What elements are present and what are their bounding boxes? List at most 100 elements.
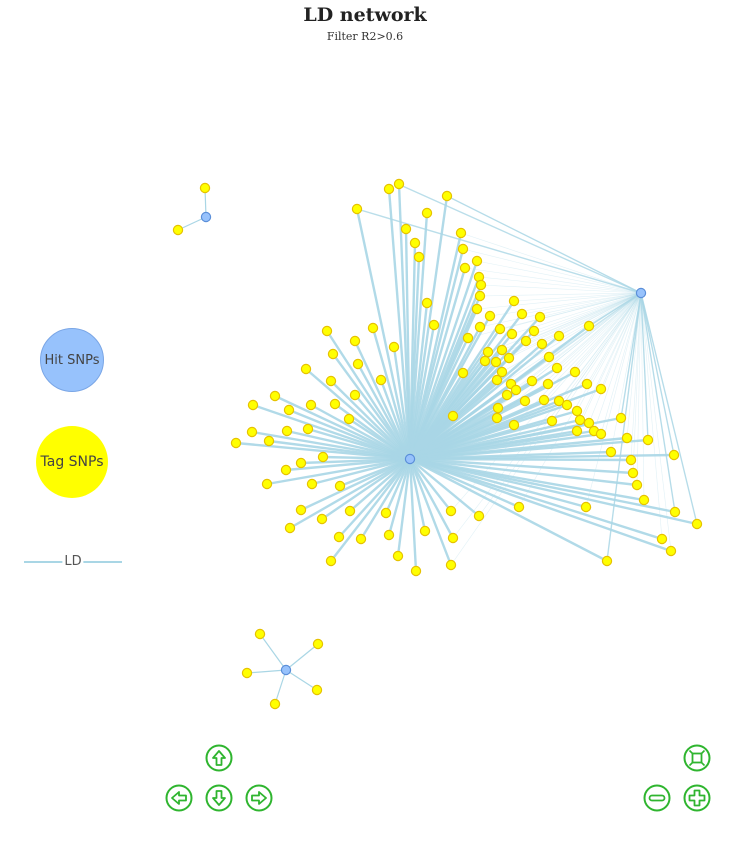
zoom-extends-button[interactable] bbox=[683, 744, 711, 772]
ld-edge[interactable] bbox=[626, 292, 642, 439]
ld-edge[interactable] bbox=[408, 324, 436, 460]
ld-edge[interactable] bbox=[521, 292, 642, 315]
ld-edge[interactable] bbox=[600, 292, 642, 390]
tag-snp-node[interactable] bbox=[543, 351, 555, 363]
ld-edge[interactable] bbox=[495, 292, 642, 363]
ld-edge[interactable] bbox=[551, 292, 642, 422]
ld-edge[interactable] bbox=[409, 458, 452, 512]
ld-edge[interactable] bbox=[305, 368, 411, 460]
ld-edge[interactable] bbox=[408, 458, 418, 572]
tag-snp-node[interactable] bbox=[553, 395, 565, 407]
tag-snp-node[interactable] bbox=[421, 207, 433, 219]
tag-snp-node[interactable] bbox=[263, 435, 275, 447]
tag-snp-node[interactable] bbox=[383, 529, 395, 541]
tag-snp-node[interactable] bbox=[474, 290, 486, 302]
tag-snp-node[interactable] bbox=[284, 522, 296, 534]
ld-edge[interactable] bbox=[489, 292, 642, 317]
ld-edge[interactable] bbox=[409, 416, 498, 461]
ld-edge[interactable] bbox=[409, 457, 698, 526]
tag-snp-node[interactable] bbox=[665, 545, 677, 557]
ld-edge[interactable] bbox=[359, 458, 412, 540]
tag-snp-node[interactable] bbox=[329, 398, 341, 410]
tag-snp-node[interactable] bbox=[496, 366, 508, 378]
tag-snp-node[interactable] bbox=[343, 413, 355, 425]
tag-snp-node[interactable] bbox=[496, 344, 508, 356]
tag-snp-node[interactable] bbox=[561, 399, 573, 411]
tag-snp-node[interactable] bbox=[595, 428, 607, 440]
tag-snp-node[interactable] bbox=[482, 346, 494, 358]
ld-edge[interactable] bbox=[518, 292, 642, 508]
ld-edge[interactable] bbox=[285, 643, 319, 671]
tag-snp-node[interactable] bbox=[333, 531, 345, 543]
ld-edge[interactable] bbox=[508, 292, 642, 359]
ld-edge[interactable] bbox=[640, 292, 676, 513]
ld-edge[interactable] bbox=[640, 292, 698, 525]
tag-snp-node[interactable] bbox=[280, 464, 292, 476]
ld-edge[interactable] bbox=[476, 292, 642, 310]
ld-edge[interactable] bbox=[409, 406, 499, 461]
tag-snp-node[interactable] bbox=[526, 375, 538, 387]
tag-snp-node[interactable] bbox=[447, 410, 459, 422]
ld-edge[interactable] bbox=[409, 360, 486, 460]
tag-snp-node[interactable] bbox=[246, 426, 258, 438]
ld-edge[interactable] bbox=[464, 267, 642, 294]
ld-edge[interactable] bbox=[338, 458, 411, 538]
tag-snp-node[interactable] bbox=[349, 389, 361, 401]
ld-edge[interactable] bbox=[356, 208, 642, 294]
tag-snp-node[interactable] bbox=[380, 507, 392, 519]
tag-snp-node[interactable] bbox=[325, 375, 337, 387]
tag-snp-node[interactable] bbox=[261, 478, 273, 490]
ld-edge[interactable] bbox=[588, 292, 642, 424]
ld-edge[interactable] bbox=[640, 292, 663, 540]
tag-snp-node[interactable] bbox=[367, 322, 379, 334]
ld-edge[interactable] bbox=[266, 457, 411, 486]
tag-snp-node[interactable] bbox=[375, 374, 387, 386]
tag-snp-node[interactable] bbox=[638, 494, 650, 506]
nav-down-button[interactable] bbox=[205, 784, 233, 812]
tag-snp-node[interactable] bbox=[344, 505, 356, 517]
tag-snp-node[interactable] bbox=[352, 358, 364, 370]
ld-edge[interactable] bbox=[558, 292, 642, 402]
hit-snp-node[interactable] bbox=[635, 287, 647, 299]
ld-edge[interactable] bbox=[408, 256, 421, 460]
nav-left-button[interactable] bbox=[165, 784, 193, 812]
ld-edge[interactable] bbox=[285, 669, 318, 691]
ld-edge[interactable] bbox=[409, 457, 520, 509]
ld-edge[interactable] bbox=[408, 458, 427, 532]
ld-edge[interactable] bbox=[274, 394, 411, 461]
ld-edge[interactable] bbox=[480, 284, 642, 294]
tag-snp-node[interactable] bbox=[615, 412, 627, 424]
ld-edge[interactable] bbox=[392, 346, 412, 460]
tag-snp-node[interactable] bbox=[457, 367, 469, 379]
tag-snp-node[interactable] bbox=[471, 303, 483, 315]
ld-edge[interactable] bbox=[610, 292, 642, 453]
ld-edge[interactable] bbox=[556, 292, 642, 369]
tag-snp-node[interactable] bbox=[553, 330, 565, 342]
tag-snp-node[interactable] bbox=[583, 320, 595, 332]
ld-edge[interactable] bbox=[574, 292, 642, 373]
ld-edge[interactable] bbox=[259, 633, 287, 671]
nav-up-button[interactable] bbox=[205, 744, 233, 772]
ld-edge[interactable] bbox=[586, 292, 642, 385]
tag-snp-node[interactable] bbox=[306, 478, 318, 490]
ld-edge[interactable] bbox=[576, 292, 642, 412]
tag-snp-node[interactable] bbox=[230, 437, 242, 449]
hit-snp-node[interactable] bbox=[404, 453, 416, 465]
tag-snp-node[interactable] bbox=[441, 190, 453, 202]
tag-snp-node[interactable] bbox=[388, 341, 400, 353]
ld-edge[interactable] bbox=[274, 669, 287, 705]
tag-snp-node[interactable] bbox=[534, 311, 546, 323]
ld-edge[interactable] bbox=[636, 292, 642, 486]
ld-edge[interactable] bbox=[600, 292, 642, 435]
tag-snp-node[interactable] bbox=[325, 555, 337, 567]
ld-edge[interactable] bbox=[408, 458, 455, 539]
tag-snp-node[interactable] bbox=[283, 404, 295, 416]
ld-edge[interactable] bbox=[478, 276, 642, 294]
tag-snp-node[interactable] bbox=[400, 223, 412, 235]
tag-snp-node[interactable] bbox=[520, 335, 532, 347]
tag-snp-node[interactable] bbox=[581, 378, 593, 390]
tag-snp-node[interactable] bbox=[510, 384, 522, 396]
ld-edge[interactable] bbox=[558, 292, 642, 337]
ld-edge[interactable] bbox=[479, 292, 642, 328]
